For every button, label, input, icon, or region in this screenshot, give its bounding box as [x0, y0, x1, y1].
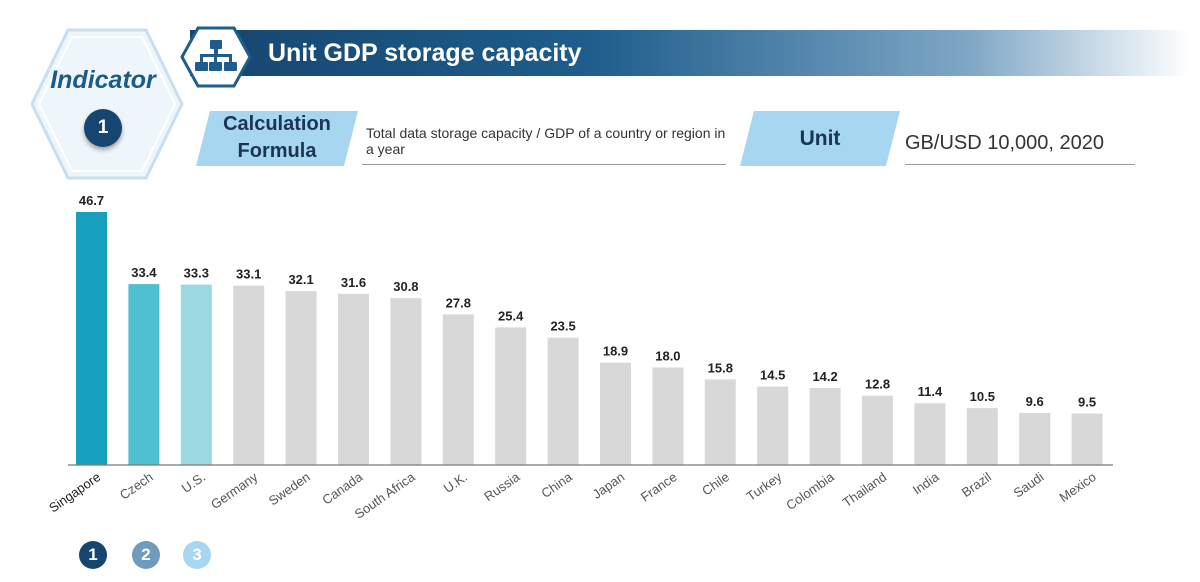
formula-label-line2: Formula — [237, 140, 317, 162]
category-label-czech: Czech — [117, 469, 156, 502]
category-label-germany: Germany — [208, 469, 261, 512]
value-label-south-africa: 30.8 — [393, 279, 418, 294]
rank-badge-3: 3 — [183, 541, 211, 569]
value-label-germany: 33.1 — [236, 267, 261, 282]
bar-mexico — [1071, 413, 1103, 465]
value-label-chile: 15.8 — [708, 360, 733, 375]
category-label-mexico: Mexico — [1056, 469, 1098, 505]
category-label-u-s: U.S. — [179, 469, 208, 496]
value-label-u-k: 27.8 — [446, 295, 471, 310]
indicator-badge — [30, 28, 184, 180]
rank-badge-2: 2 — [132, 541, 160, 569]
value-label-china: 23.5 — [550, 319, 575, 334]
bar-south-africa — [390, 298, 422, 465]
formula-underline — [362, 164, 726, 165]
formula-label-line1: Calculation — [223, 113, 331, 135]
value-label-colombia: 14.2 — [812, 369, 837, 384]
bar-china — [547, 337, 579, 465]
storage-network-icon — [195, 40, 237, 71]
category-label-china: China — [538, 469, 575, 501]
formula-label: Calculation Formula — [196, 111, 358, 166]
indicator-number: 1 — [84, 109, 122, 147]
category-label-saudi: Saudi — [1011, 469, 1047, 500]
category-label-thailand: Thailand — [840, 469, 889, 510]
bar-japan — [600, 362, 631, 465]
header-banner — [190, 30, 1190, 76]
value-label-mexico: 9.5 — [1078, 395, 1096, 410]
bar-brazil — [966, 408, 998, 465]
bar-india — [914, 403, 946, 465]
value-label-thailand: 12.8 — [865, 377, 890, 392]
value-label-turkey: 14.5 — [760, 367, 785, 382]
category-label-india: India — [910, 469, 942, 498]
bar-thailand — [862, 395, 893, 465]
value-label-u-s: 33.3 — [184, 266, 209, 281]
bar-u-s — [180, 284, 212, 465]
bar-saudi — [1019, 412, 1051, 465]
value-label-singapore: 46.7 — [79, 193, 104, 208]
value-label-canada: 31.6 — [341, 275, 366, 290]
category-label-singapore: Singapore — [46, 469, 103, 515]
value-label-czech: 33.4 — [131, 265, 157, 280]
bar-chile — [704, 379, 736, 465]
unit-label: Unit — [740, 111, 900, 166]
category-label-canada: Canada — [319, 469, 366, 508]
bar-russia — [495, 327, 527, 465]
category-label-colombia: Colombia — [783, 469, 837, 513]
category-label-turkey: Turkey — [744, 469, 785, 504]
bar-sweden — [285, 291, 317, 465]
bar-u-k — [442, 314, 474, 465]
bar-singapore — [76, 212, 107, 465]
category-label-brazil: Brazil — [959, 469, 994, 500]
bar-colombia — [809, 388, 841, 465]
category-label-u-k: U.K. — [441, 469, 470, 496]
indicator-label: Indicator — [50, 66, 156, 94]
category-label-france: France — [638, 469, 680, 504]
value-label-india: 11.4 — [918, 384, 943, 399]
value-label-russia: 25.4 — [498, 308, 524, 323]
category-label-chile: Chile — [699, 469, 732, 498]
bar-france — [652, 367, 684, 465]
value-label-brazil: 10.5 — [970, 389, 995, 404]
rank-badge-1: 1 — [79, 541, 107, 569]
value-label-france: 18.0 — [655, 348, 680, 363]
bar-germany — [233, 285, 265, 465]
bar-canada — [338, 293, 369, 465]
category-label-japan: Japan — [590, 469, 628, 502]
formula-text: Total data storage capacity / GDP of a c… — [366, 125, 726, 157]
category-label-russia: Russia — [481, 469, 523, 505]
value-label-sweden: 32.1 — [288, 272, 313, 287]
category-label-sweden: Sweden — [266, 469, 313, 508]
value-label-saudi: 9.6 — [1026, 394, 1044, 409]
value-label-japan: 18.9 — [603, 344, 628, 359]
header-icon-badge — [180, 26, 252, 88]
unit-value: GB/USD 10,000, 2020 — [905, 132, 1105, 154]
page-title: Unit GDP storage capacity — [268, 39, 582, 67]
unit-underline — [905, 164, 1135, 165]
bar-turkey — [757, 386, 789, 465]
bar-czech — [128, 284, 160, 465]
